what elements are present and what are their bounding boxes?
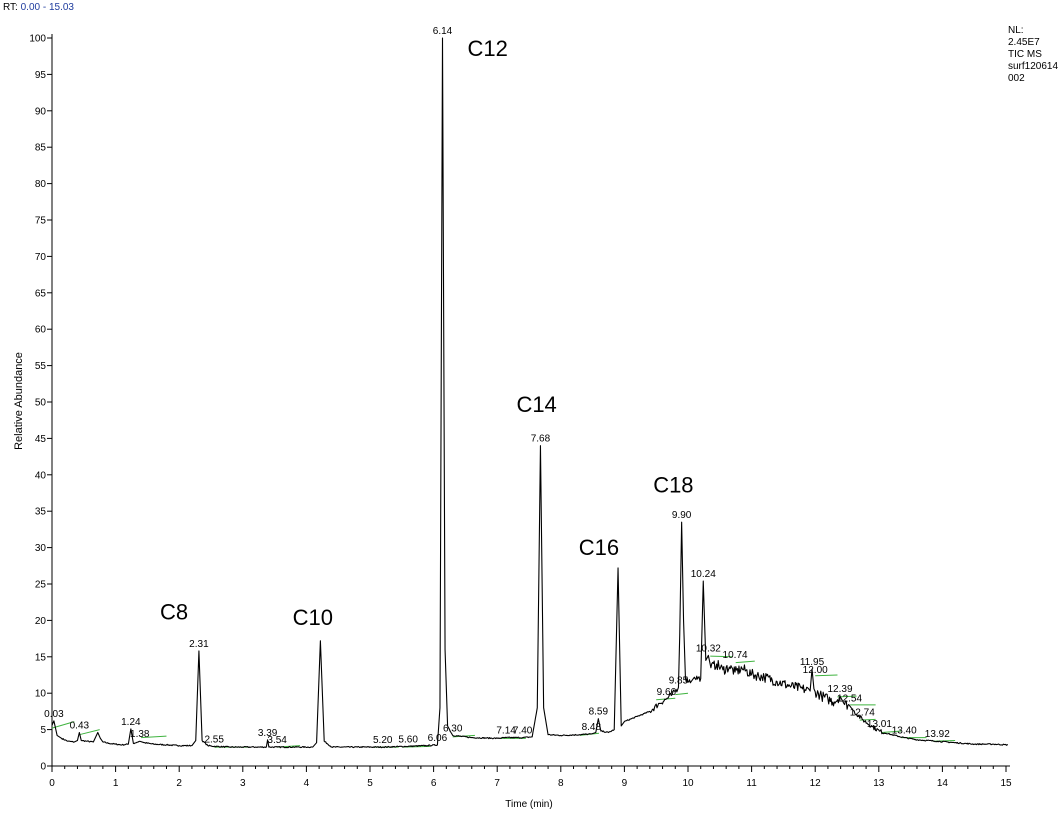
file-suffix: 002 (1008, 73, 1025, 84)
peak-labels: 0.03 0.43 1.241.38 2.31 2.55 3.393.54 5.20 5.60… (44, 26, 950, 746)
annotation-label: C14 (516, 392, 556, 417)
peak-label: 7.40 (513, 726, 533, 737)
baseline-mark (735, 660, 755, 664)
y-tick-label: 35 (35, 507, 47, 518)
y-tick-label: 55 (35, 361, 47, 372)
y-axis-title: Relative Abundance (13, 352, 25, 450)
x-tick-label: 8 (558, 778, 564, 789)
y-tick-label: 90 (35, 106, 47, 117)
peak-label: 3.54 (267, 735, 287, 746)
y-tick-label: 80 (35, 179, 47, 190)
rt-range-value: 0.00 - 15.03 (20, 2, 74, 13)
peak-label: 2.31 (189, 639, 209, 650)
normalization-info: NL: 2.45E7 TIC MS surf120614 002 (1008, 25, 1058, 85)
nl-label: NL: (1008, 25, 1024, 36)
baseline-mark (710, 655, 733, 658)
baseline-mark (815, 674, 838, 677)
chart-axes: 0510152025303540455055606570758085909510… (29, 34, 1012, 790)
x-tick-label: 11 (746, 778, 757, 789)
x-tick-label: 13 (873, 778, 885, 789)
peak-label: 1.24 (121, 717, 141, 728)
y-tick-label: 20 (35, 616, 47, 627)
peak-label: 5.60 (398, 734, 418, 745)
peak-label: 0.43 (70, 721, 90, 732)
y-tick-label: 5 (40, 725, 46, 736)
x-tick-label: 0 (49, 778, 55, 789)
x-tick-label: 12 (810, 778, 822, 789)
peak-label: 0.03 (44, 709, 64, 720)
y-tick-label: 100 (29, 34, 46, 45)
peak-label: 7.68 (531, 434, 551, 445)
peak-label: 5.20 (373, 735, 393, 746)
tic-trace (51, 37, 1009, 749)
y-tick-label: 40 (35, 470, 47, 481)
annotation-label: C18 (653, 472, 693, 497)
baseline-mark (141, 735, 167, 739)
peak-label: 2.55 (204, 734, 224, 745)
annotation-label: C12 (467, 36, 507, 61)
peak-label: 8.59 (589, 707, 609, 718)
baseline-mark (579, 732, 600, 736)
y-tick-label: 25 (35, 580, 47, 591)
peak-label: 7.14 (496, 726, 516, 737)
y-tick-label: 45 (35, 434, 47, 445)
x-tick-label: 7 (494, 778, 500, 789)
peak-label: 13.92 (925, 729, 950, 740)
peak-label: 1.38 (130, 729, 150, 740)
peak-label: 10.24 (691, 569, 716, 580)
x-tick-label: 1 (113, 778, 119, 789)
peak-label: 12.39 (827, 684, 852, 695)
peak-label: 8.48 (582, 722, 602, 733)
y-tick-label: 10 (35, 689, 47, 700)
x-tick-label: 14 (937, 778, 949, 789)
x-tick-label: 5 (367, 778, 373, 789)
peak-label: 9.85 (669, 675, 689, 686)
peak-label: 12.54 (837, 694, 862, 705)
file-name: surf120614 (1008, 61, 1059, 72)
peak-label: 12.00 (803, 665, 828, 676)
annotation-label: C16 (579, 535, 619, 560)
x-tick-label: 15 (1000, 778, 1012, 789)
peak-label: 6.06 (428, 733, 448, 744)
y-tick-label: 65 (35, 288, 47, 299)
peak-label: 13.01 (867, 719, 892, 730)
peak-label: 12.74 (850, 707, 875, 718)
scan-filter: TIC MS (1008, 49, 1042, 60)
peak-label: 6.14 (433, 26, 453, 37)
y-tick-label: 85 (35, 143, 47, 154)
rt-prefix: RT: (3, 2, 18, 13)
annotation-label: C8 (160, 600, 188, 625)
x-axis-title: Time (min) (505, 799, 552, 810)
y-tick-label: 30 (35, 543, 47, 554)
y-tick-label: 60 (35, 325, 47, 336)
y-tick-label: 0 (40, 762, 46, 773)
peak-label: 11.95 (800, 657, 825, 668)
y-tick-label: 95 (35, 70, 47, 81)
peak-label: 10.32 (696, 643, 721, 654)
y-tick-label: 70 (35, 252, 47, 263)
baseline-mark (675, 692, 689, 696)
y-tick-label: 50 (35, 398, 47, 409)
peak-label: 9.66 (657, 687, 677, 698)
x-tick-label: 9 (622, 778, 628, 789)
annotation-label: C10 (293, 605, 333, 630)
peak-label: 3.39 (258, 728, 278, 739)
x-tick-label: 4 (304, 778, 310, 789)
x-tick-label: 10 (682, 778, 694, 789)
nl-value: 2.45E7 (1008, 37, 1040, 48)
x-tick-label: 6 (431, 778, 437, 789)
peak-label: 10.74 (723, 650, 748, 661)
peak-label: 13.40 (892, 726, 917, 737)
baseline-mark (79, 729, 100, 736)
y-tick-label: 15 (35, 652, 47, 663)
rt-range-label: RT: 0.00 - 15.03 (3, 2, 74, 13)
y-tick-label: 75 (35, 216, 47, 227)
x-tick-label: 3 (240, 778, 246, 789)
carbon-annotations: C8 C10 C12 C14 C16 C18 (160, 36, 694, 630)
x-tick-label: 2 (176, 778, 182, 789)
peak-label: 9.90 (672, 510, 692, 521)
peak-label: 6.30 (443, 723, 463, 734)
baseline-mark (881, 730, 902, 734)
